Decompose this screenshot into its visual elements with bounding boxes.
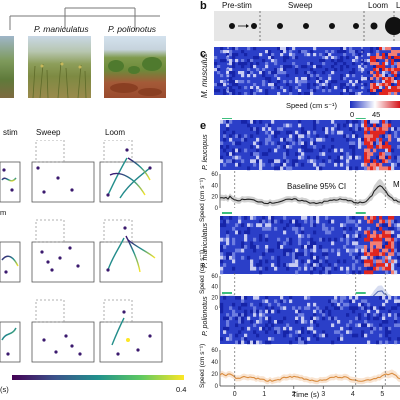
col-title-loom: Loom — [105, 128, 126, 137]
arena-row2-sweep — [31, 219, 95, 283]
time-axis-label: Time (s) — [292, 390, 320, 399]
heatmap-polionotus — [220, 296, 400, 345]
speed-colorbar — [350, 101, 400, 108]
heatmap-musculus-cells — [214, 47, 400, 95]
stage-pre-stim: Pre-stim — [222, 1, 252, 10]
speed-tick: 60 — [211, 348, 218, 354]
speed-tick: 0 — [215, 384, 219, 390]
speed-tick: 20 — [211, 295, 218, 301]
habitat-photo-left — [0, 36, 14, 98]
time-tick: 3 — [321, 391, 325, 398]
time-tick: 1 — [262, 391, 266, 398]
stage-loom: Loom — [368, 1, 389, 10]
panel-e-plots: 60 40 20 0 60 40 20 0 60 40 20 0 0 1 2 3 4 5 — [211, 118, 400, 398]
arena-row3-loom — [99, 299, 163, 363]
speed-plot-polionotus: 60 40 20 0 — [211, 347, 400, 390]
arena-row2-stim — [0, 241, 21, 283]
baseline-suffix: M — [393, 180, 400, 189]
trajectory-colorbar — [12, 375, 184, 380]
panel-letter-e: e — [200, 120, 207, 132]
speed-tick: 40 — [211, 285, 218, 291]
heatmap-musculus — [214, 47, 400, 95]
speed-tick: 20 — [211, 372, 218, 378]
speed-tick: 60 — [211, 274, 218, 280]
trajectory-grid — [0, 140, 163, 363]
speed-tick: 0 — [215, 306, 219, 312]
arena-row1-sweep — [31, 140, 95, 203]
side-label-m: m — [0, 208, 7, 217]
time-axis: 0 1 2 3 4 5 — [220, 385, 400, 398]
trajectory-colorbar-max: 0.4 — [176, 385, 187, 394]
baseline-ci-label: Baseline 95% CI — [287, 182, 347, 191]
habitat-photo-polionotus — [104, 36, 166, 98]
speed-plot-leucopus: 60 40 20 0 — [211, 171, 400, 212]
colorbar-label-speed: Speed (cm s⁻¹) — [286, 101, 338, 110]
arena-row2-loom — [99, 219, 163, 283]
photo-label-maniculatus: P. maniculatus — [34, 24, 89, 34]
stimulus-schematic — [214, 11, 400, 41]
colorbar-min: 0 — [350, 110, 355, 119]
time-tick: 0 — [233, 391, 237, 398]
time-tick: 5 — [380, 391, 384, 398]
phylogeny-tree — [0, 0, 200, 32]
habitat-photo-maniculatus — [28, 36, 91, 98]
col-title-sweep: Sweep — [36, 128, 61, 137]
arena-row3-sweep — [31, 299, 95, 363]
speed-tick: 0 — [215, 206, 219, 212]
heatmap-leucopus — [220, 120, 400, 171]
speed-tick: 60 — [211, 172, 218, 178]
colorbar-max: 45 — [372, 110, 381, 119]
arena-row1-loom — [99, 140, 163, 203]
species-label-musculus: M. musculus — [200, 53, 209, 98]
speed-tick: 20 — [211, 195, 218, 201]
heatmap-maniculatus — [220, 216, 400, 275]
trajectory-colorbar-unit: (s) — [0, 385, 9, 394]
speed-tick: 40 — [211, 183, 218, 189]
arena-row3-stim — [0, 321, 21, 363]
stage-l: L — [396, 1, 400, 10]
time-tick: 4 — [351, 391, 355, 398]
stage-sweep: Sweep — [288, 1, 313, 10]
col-title-stim: stim — [3, 128, 18, 137]
arena-row1-stim — [0, 161, 21, 203]
speed-tick: 40 — [211, 360, 218, 366]
photo-label-polionotus: P. polionotus — [108, 24, 157, 34]
panel-letter-c: c — [200, 48, 207, 60]
time-tick: 2 — [292, 391, 296, 398]
panel-letter-b: b — [200, 0, 207, 12]
